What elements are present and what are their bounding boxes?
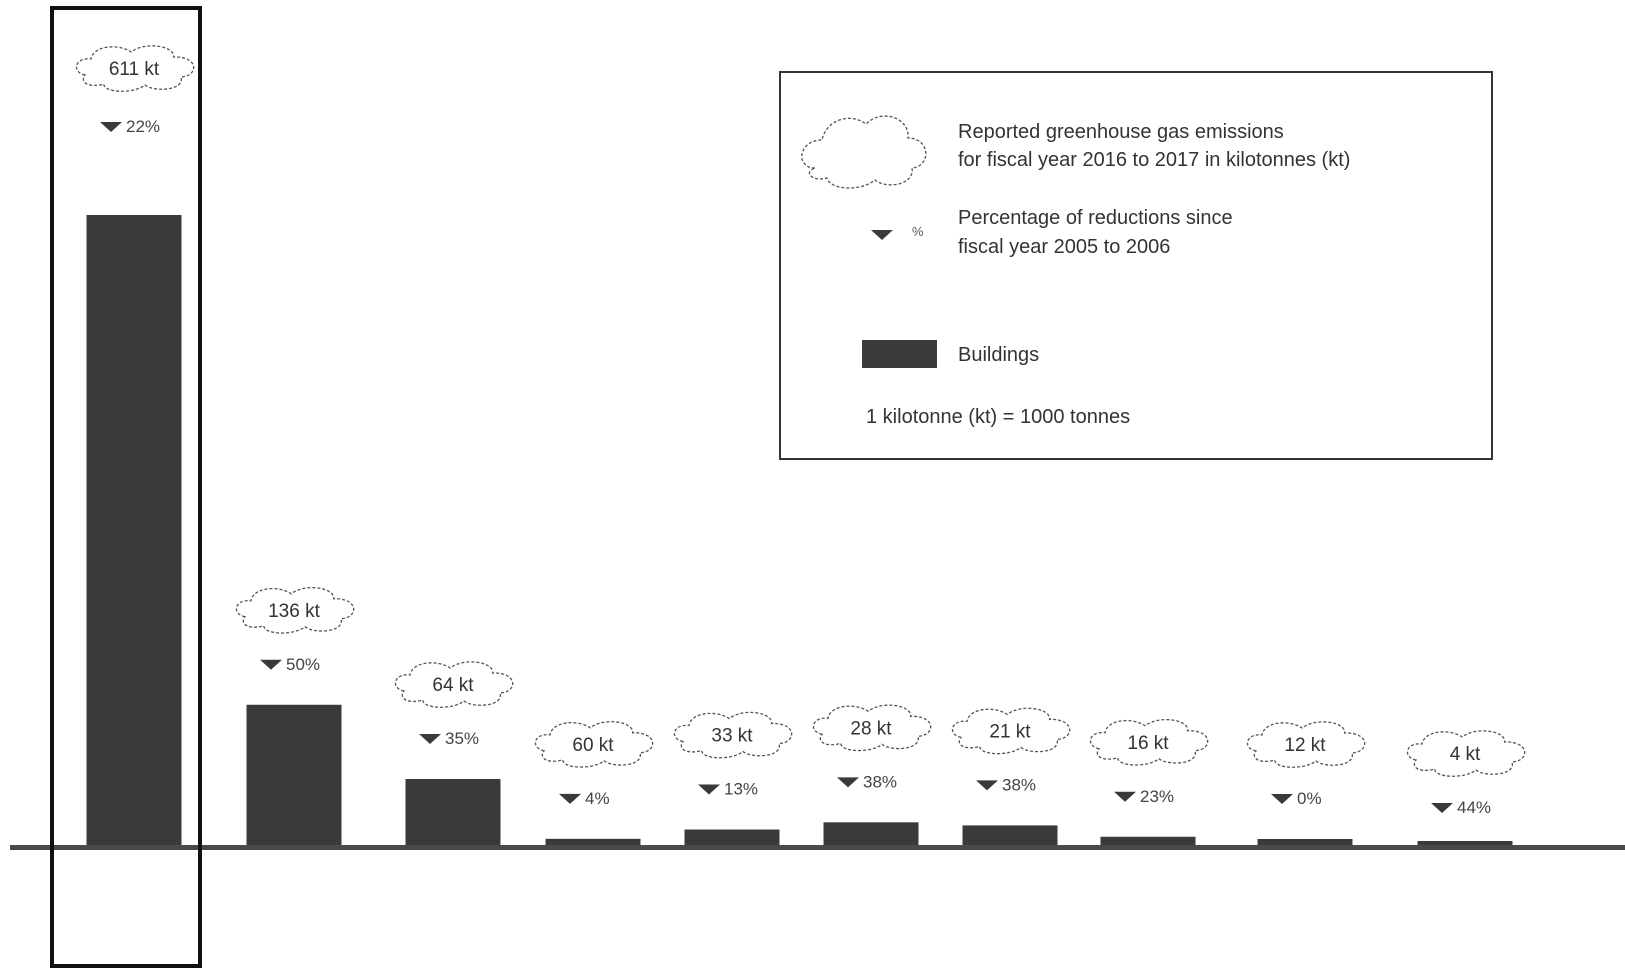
value-label: 12 kt bbox=[1284, 735, 1326, 756]
value-cloud bbox=[673, 711, 793, 759]
value-label: 136 kt bbox=[268, 601, 320, 622]
legend-pct-symbol: % bbox=[912, 224, 924, 239]
annotations-group: 611 kt 22% 136 kt 50% 64 kt 35% 60 kt 4% 33 kt 13… bbox=[75, 45, 1526, 817]
reduction-label: 50% bbox=[286, 655, 320, 674]
reduction-triangle-icon bbox=[976, 780, 998, 791]
legend-cloud-line1: Reported greenhouse gas emissions bbox=[958, 121, 1284, 143]
reduction-label: 35% bbox=[445, 729, 479, 748]
value-cloud bbox=[534, 721, 654, 768]
reduction-triangle-icon bbox=[260, 659, 282, 670]
value-cloud bbox=[1089, 718, 1209, 766]
bar bbox=[684, 829, 780, 845]
reduction-label: 23% bbox=[1140, 787, 1174, 806]
reduction-label: 0% bbox=[1297, 789, 1322, 808]
reduction-label: 4% bbox=[585, 789, 610, 808]
value-label: 4 kt bbox=[1450, 744, 1481, 765]
legend-cloud-icon bbox=[801, 115, 927, 189]
bar bbox=[823, 822, 919, 845]
legend-bar-swatch bbox=[862, 340, 937, 368]
value-label: 33 kt bbox=[711, 726, 753, 747]
legend-pct-line1: Percentage of reductions since bbox=[958, 207, 1233, 229]
reduction-label: 44% bbox=[1457, 798, 1491, 817]
reduction-triangle-icon bbox=[837, 777, 859, 788]
reduction-triangle-icon bbox=[100, 122, 122, 132]
value-label: 21 kt bbox=[989, 721, 1031, 742]
reduction-label: 38% bbox=[1002, 775, 1036, 794]
reduction-label: 38% bbox=[863, 772, 897, 791]
bar bbox=[545, 838, 641, 845]
reduction-triangle-icon bbox=[698, 784, 720, 795]
value-cloud bbox=[235, 586, 355, 634]
reduction-triangle-icon bbox=[419, 734, 441, 745]
reduction-triangle-icon bbox=[559, 793, 581, 804]
value-cloud bbox=[951, 707, 1071, 755]
value-cloud bbox=[1406, 730, 1526, 777]
legend: Reported greenhouse gas emissions for fi… bbox=[779, 71, 1493, 460]
highlight-frame bbox=[50, 6, 202, 968]
value-label: 611 kt bbox=[109, 59, 160, 80]
legend-cloud-line2: for fiscal year 2016 to 2017 in kilotonn… bbox=[958, 149, 1350, 171]
value-label: 16 kt bbox=[1127, 733, 1169, 754]
bars-group bbox=[86, 215, 1513, 845]
reduction-triangle-icon bbox=[1431, 803, 1453, 813]
bar bbox=[1257, 839, 1353, 845]
reduction-triangle-icon bbox=[1271, 794, 1293, 804]
value-cloud bbox=[394, 661, 514, 708]
legend-bar-label: Buildings bbox=[958, 344, 1039, 366]
bar bbox=[405, 779, 501, 845]
legend-pct-line2: fiscal year 2005 to 2006 bbox=[958, 236, 1170, 258]
value-cloud bbox=[75, 45, 195, 92]
value-label: 60 kt bbox=[572, 735, 614, 756]
value-label: 64 kt bbox=[432, 675, 474, 696]
bar bbox=[86, 215, 182, 845]
reduction-label: 13% bbox=[724, 780, 758, 799]
legend-down-triangle-icon bbox=[871, 230, 893, 240]
value-cloud bbox=[1246, 721, 1366, 768]
value-cloud bbox=[812, 704, 932, 752]
reduction-label: 22% bbox=[126, 117, 160, 136]
bar bbox=[246, 704, 342, 845]
reduction-triangle-icon bbox=[1114, 791, 1136, 802]
x-axis-line bbox=[10, 845, 1625, 850]
bar bbox=[1417, 841, 1513, 845]
value-label: 28 kt bbox=[850, 718, 892, 739]
bar bbox=[962, 825, 1058, 845]
bar bbox=[1100, 836, 1196, 845]
legend-frame bbox=[779, 71, 1493, 460]
legend-note: 1 kilotonne (kt) = 1000 tonnes bbox=[866, 406, 1130, 428]
